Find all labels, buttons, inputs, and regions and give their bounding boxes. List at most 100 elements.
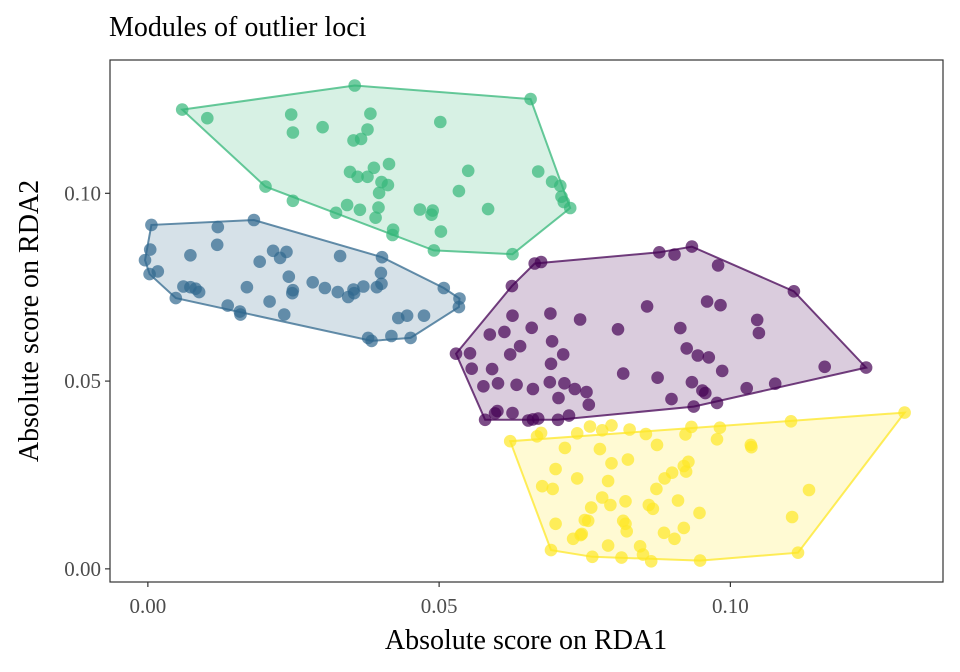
cluster-2-point <box>374 266 388 280</box>
cluster-4-point <box>595 424 609 437</box>
cluster-3-point <box>434 225 448 238</box>
cluster-4-point <box>650 482 663 496</box>
cluster-4-point <box>644 555 658 568</box>
cluster-2-point <box>375 277 388 291</box>
plot-panel-border <box>109 59 944 583</box>
cluster-1-point <box>491 377 505 390</box>
cluster-2-point <box>192 285 206 299</box>
cluster-3-point <box>201 111 214 125</box>
cluster-4-point <box>619 517 632 531</box>
cluster-1-point <box>521 414 535 427</box>
cluster-3-point <box>524 92 537 106</box>
cluster-1-point <box>665 392 678 406</box>
cluster-3-point <box>554 179 567 193</box>
cluster-1-point <box>787 285 801 298</box>
cluster-2-point <box>143 243 157 256</box>
cluster-1-point <box>534 255 548 269</box>
cluster-1-point <box>531 412 545 425</box>
cluster-3-point <box>372 186 386 200</box>
cluster-2-point <box>240 280 254 294</box>
cluster-4-point <box>621 453 635 466</box>
cluster-1-point <box>711 259 725 272</box>
cluster-4-point <box>693 554 707 567</box>
cluster-3-point <box>367 161 381 175</box>
cluster-1-point <box>710 396 724 410</box>
cluster-3-point <box>286 126 300 139</box>
cluster-4-point <box>605 419 618 432</box>
cluster-3-point <box>413 203 427 216</box>
cluster-2-point <box>247 213 261 227</box>
cluster-3-point <box>340 198 354 212</box>
cluster-1-point <box>485 362 499 376</box>
x-axis: 0.00 0.05 0.10 <box>129 582 749 618</box>
cluster-1-point <box>714 298 727 312</box>
cluster-4-point <box>657 526 671 540</box>
cluster-3-point <box>361 123 374 136</box>
cluster-4-point <box>535 479 549 493</box>
cluster-1-point <box>503 348 517 361</box>
cluster-3-point <box>372 201 385 214</box>
cluster-1-point <box>674 321 687 335</box>
cluster-2-point <box>318 281 332 295</box>
cluster-2-point <box>253 255 266 268</box>
cluster-1-point <box>616 367 630 380</box>
cluster-1-point <box>687 400 700 413</box>
cluster-1-point <box>506 309 519 323</box>
cluster-4-point <box>619 495 632 508</box>
y-tick-label: 0.10 <box>64 181 101 205</box>
cluster-4-point <box>534 426 548 440</box>
cluster-1-point <box>685 375 699 389</box>
cluster-4-point <box>744 438 758 452</box>
cluster-1-point <box>483 328 497 341</box>
cluster-2-point <box>385 329 398 343</box>
cluster-4-point <box>671 494 685 507</box>
cluster-1-point <box>580 385 593 399</box>
cluster-3-point <box>531 165 545 178</box>
cluster-2-point <box>210 238 224 252</box>
cluster-2-point <box>177 280 190 293</box>
cluster-3-point <box>348 79 362 92</box>
cluster-3-point <box>353 203 367 217</box>
cluster-1-point <box>568 382 582 396</box>
cluster-4-point <box>601 539 615 552</box>
cluster-1-point <box>582 398 596 412</box>
cluster-1-point <box>543 375 557 389</box>
cluster-1-point <box>573 313 587 326</box>
cluster-4-point <box>574 528 587 542</box>
cluster-2-point <box>417 309 431 323</box>
cluster-4-point <box>665 466 679 480</box>
cluster-1-point <box>752 326 766 340</box>
cluster-2-point <box>452 300 466 314</box>
cluster-2-point <box>234 308 247 321</box>
cluster-4-point <box>503 434 517 448</box>
cluster-4-point <box>639 427 653 441</box>
cluster-3-point <box>382 157 396 171</box>
cluster-3-point <box>354 132 368 146</box>
cluster-4-point <box>646 502 660 516</box>
x-tick-label: 0.05 <box>421 594 458 618</box>
cluster-4-point <box>677 521 691 535</box>
cluster-1-point <box>556 348 570 361</box>
cluster-2-point <box>277 308 291 321</box>
x-tick-label: 0.10 <box>712 594 749 618</box>
cluster-1-point <box>691 349 705 362</box>
cluster-3-point <box>381 178 395 192</box>
cluster-3-point <box>481 202 495 216</box>
cluster-3-point <box>284 108 298 121</box>
cluster-2-point <box>375 250 389 264</box>
cluster-1-point <box>818 360 831 374</box>
cluster-4-point <box>710 433 724 446</box>
cluster-3-point <box>351 170 364 184</box>
cluster-2-point <box>273 251 287 265</box>
cluster-4-point <box>791 546 805 559</box>
cluster-4-point <box>546 482 559 496</box>
cluster-2-point <box>138 253 152 267</box>
cluster-1-point <box>478 413 492 427</box>
cluster-3-point <box>434 115 447 129</box>
cluster-1-point <box>545 335 559 348</box>
cluster-2-point <box>151 265 165 278</box>
cluster-1-point <box>562 409 576 422</box>
cluster-2-point <box>365 334 378 348</box>
cluster-1-point <box>640 300 654 313</box>
